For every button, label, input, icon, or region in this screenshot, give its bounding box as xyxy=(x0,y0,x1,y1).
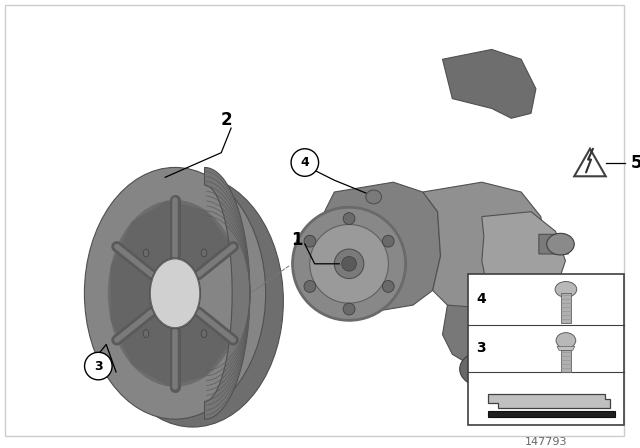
Ellipse shape xyxy=(102,175,284,427)
Ellipse shape xyxy=(556,332,576,349)
Polygon shape xyxy=(108,246,152,340)
Text: 4: 4 xyxy=(300,156,309,169)
Polygon shape xyxy=(175,312,234,387)
Text: 4: 4 xyxy=(476,292,486,306)
Polygon shape xyxy=(116,200,175,275)
Text: 5: 5 xyxy=(630,154,640,172)
Circle shape xyxy=(343,303,355,315)
Polygon shape xyxy=(468,274,625,425)
Polygon shape xyxy=(488,394,610,409)
Circle shape xyxy=(382,280,394,293)
Text: 147793: 147793 xyxy=(525,437,568,447)
Ellipse shape xyxy=(310,224,388,303)
Ellipse shape xyxy=(143,249,149,257)
Circle shape xyxy=(343,213,355,224)
Polygon shape xyxy=(442,49,536,118)
Ellipse shape xyxy=(150,258,200,329)
Ellipse shape xyxy=(334,249,364,279)
Text: 1: 1 xyxy=(291,231,303,249)
Circle shape xyxy=(304,235,316,247)
Polygon shape xyxy=(488,411,614,417)
Ellipse shape xyxy=(150,259,200,328)
Ellipse shape xyxy=(366,190,381,204)
Polygon shape xyxy=(116,312,175,387)
Ellipse shape xyxy=(342,256,356,271)
Polygon shape xyxy=(442,305,516,366)
Ellipse shape xyxy=(460,352,504,386)
Polygon shape xyxy=(561,293,571,323)
Ellipse shape xyxy=(201,330,207,338)
Ellipse shape xyxy=(292,207,406,320)
Circle shape xyxy=(304,280,316,293)
Polygon shape xyxy=(319,182,440,310)
Text: 3: 3 xyxy=(94,360,102,373)
Polygon shape xyxy=(561,350,571,372)
Polygon shape xyxy=(557,346,575,350)
Ellipse shape xyxy=(555,281,577,297)
Polygon shape xyxy=(205,168,250,419)
Text: 3: 3 xyxy=(476,341,486,355)
Ellipse shape xyxy=(84,168,266,419)
Polygon shape xyxy=(482,212,565,310)
Ellipse shape xyxy=(201,249,207,257)
Text: 2: 2 xyxy=(220,111,232,129)
Ellipse shape xyxy=(547,233,574,255)
Polygon shape xyxy=(574,149,605,177)
Circle shape xyxy=(382,235,394,247)
Polygon shape xyxy=(111,201,234,386)
Polygon shape xyxy=(175,200,234,275)
Circle shape xyxy=(84,352,112,380)
Circle shape xyxy=(291,149,319,177)
Polygon shape xyxy=(539,234,568,254)
Polygon shape xyxy=(423,182,546,315)
Ellipse shape xyxy=(143,330,149,338)
Ellipse shape xyxy=(545,276,566,294)
